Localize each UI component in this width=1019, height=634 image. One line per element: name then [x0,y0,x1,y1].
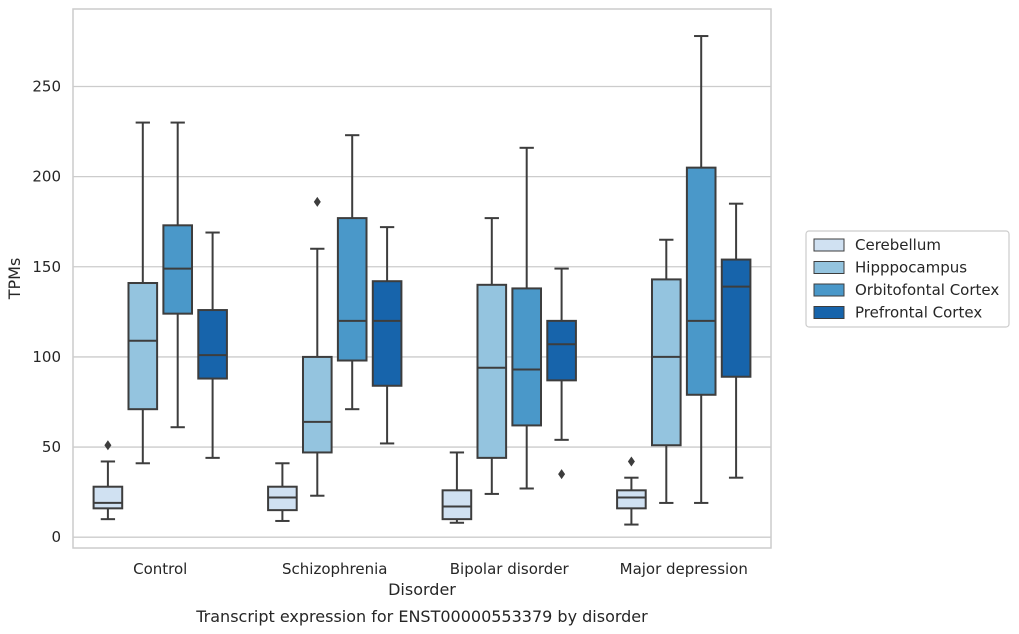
legend-label: Orbitofontal Cortex [855,281,999,299]
x-tick-label: Bipolar disorder [450,560,570,578]
plot-area-frame [72,8,772,549]
outlier-point [313,196,321,207]
x-tick-label: Schizophrenia [282,560,387,578]
box-prefrontal-cortex [197,231,228,459]
box-hipppocampus [650,238,682,504]
legend-label: Hipppocampus [855,259,967,277]
legend-frame [805,230,1010,328]
iqr-box [336,217,368,362]
x-axis-title: Disorder [388,580,456,599]
y-axis-title: TPMs [5,258,24,301]
box-cerebellum [616,456,647,526]
box-prefrontal-cortex [371,226,403,445]
iqr-box [476,283,508,459]
iqr-box [441,489,473,521]
y-axis-ticks: 0 50 100 150 200 250 [32,78,61,547]
outlier-point [627,456,635,467]
box-orbitofontal-cortex [162,121,194,429]
box-orbitofontal-cortex [336,134,368,411]
box-plot-marks [92,35,752,526]
iqr-box [127,282,159,411]
x-tick-label: Major depression [620,560,748,578]
legend-swatch [813,261,845,274]
iqr-box [92,485,124,510]
legend-swatch [813,306,845,319]
outlier-point [558,469,566,480]
box-orbitofontal-cortex [511,146,543,490]
box-cerebellum [441,451,473,524]
legend-swatch [813,283,845,297]
iqr-box [371,280,403,387]
box-prefrontal-cortex [720,202,752,479]
figure-caption: Transcript expression for ENST0000055337… [195,607,648,626]
iqr-box [616,489,647,510]
legend-label: Cerebellum [855,236,941,254]
y-tick-label: 50 [42,438,61,456]
box-prefrontal-cortex [546,267,577,480]
x-tick-label: Control [133,560,187,578]
box-hipppocampus [127,121,159,465]
iqr-box [511,287,543,427]
y-tick-label: 250 [32,78,61,96]
legend: Cerebellum Hipppocampus Orbitofontal Corte… [805,230,1010,328]
legend-label: Prefrontal Cortex [855,304,982,322]
y-tick-label: 150 [32,258,61,276]
iqr-box [301,355,333,454]
box-hipppocampus [476,217,508,495]
iqr-box [720,258,752,378]
iqr-box [650,278,682,447]
iqr-box [685,166,717,396]
outlier-point [104,440,112,451]
box-cerebellum [267,462,298,522]
legend-swatch [813,238,845,252]
y-tick-label: 0 [51,528,61,546]
iqr-box [197,309,228,380]
iqr-box [546,319,577,382]
box-orbitofontal-cortex [685,35,717,504]
box-hipppocampus [301,196,333,497]
box-cerebellum [92,440,124,521]
x-axis-ticks: Control Schizophrenia Bipolar disorder Majo… [133,560,748,578]
y-tick-label: 100 [32,348,61,366]
y-tick-label: 200 [32,168,61,186]
